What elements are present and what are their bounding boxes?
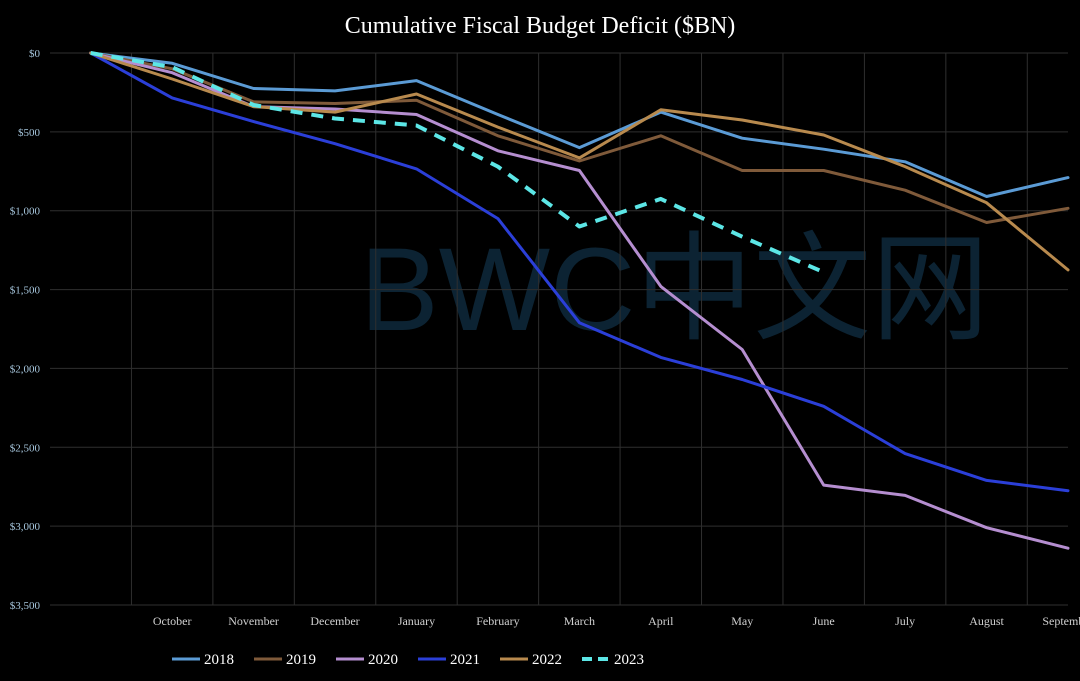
x-tick-label: October	[153, 614, 192, 628]
grid	[50, 52, 1068, 606]
x-tick-label: December	[310, 614, 359, 628]
x-tick-label: February	[476, 614, 519, 628]
legend-label-2022: 2022	[532, 652, 562, 668]
x-tick-label: January	[398, 614, 435, 628]
series-line-2018	[89, 51, 1070, 198]
x-tick-label: March	[564, 614, 595, 628]
x-tick-label: July	[895, 614, 915, 628]
x-axis: October November December January February Ma…	[153, 614, 1080, 628]
x-tick-label: November	[228, 614, 279, 628]
legend-label-2020: 2020	[368, 652, 398, 668]
y-tick-label: $500	[18, 127, 41, 139]
y-tick-label: $3,500	[10, 600, 41, 612]
series-lines	[89, 51, 1070, 550]
x-tick-label: June	[813, 614, 835, 628]
legend: 2018 2019 2020 2021 2022 2023	[172, 652, 644, 668]
x-tick-label: May	[731, 614, 753, 628]
y-tick-label: $0	[29, 48, 41, 60]
legend-label-2021: 2021	[450, 652, 480, 668]
series-line-2019	[89, 51, 1070, 224]
x-tick-label: September	[1042, 614, 1080, 628]
y-axis: $0 $500 $1,000 $1,500 $2,000 $2,500 $3,000 $3,5…	[10, 48, 41, 612]
legend-label-2018: 2018	[204, 652, 234, 668]
series-line-2021	[89, 51, 1070, 493]
y-tick-label: $1,500	[10, 285, 41, 297]
x-tick-label: April	[648, 614, 674, 628]
y-tick-label: $3,000	[10, 521, 41, 533]
y-tick-label: $2,000	[10, 363, 41, 375]
y-tick-label: $2,500	[10, 442, 41, 454]
series-line-2023	[90, 51, 825, 275]
legend-label-2023: 2023	[614, 652, 644, 668]
y-tick-label: $1,000	[10, 206, 41, 218]
x-tick-label: August	[969, 614, 1004, 628]
legend-label-2019: 2019	[286, 652, 316, 668]
chart-title: Cumulative Fiscal Budget Deficit ($BN)	[345, 13, 736, 39]
